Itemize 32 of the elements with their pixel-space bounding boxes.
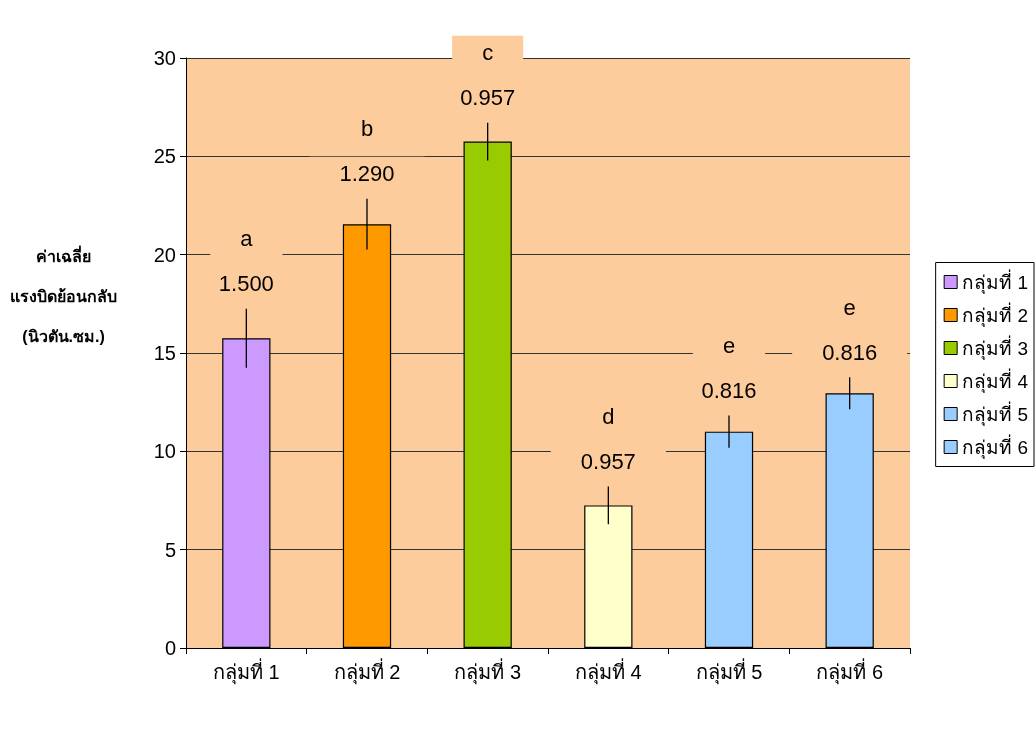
annotation: 0.957: [460, 85, 516, 111]
y-tick-label: 30: [153, 47, 176, 69]
x-tick-label: กลุ่มที่ 2: [333, 658, 401, 685]
legend-label: กลุ่มที่ 6: [962, 433, 1029, 460]
x-tick-label: กลุ่มที่ 4: [574, 658, 642, 685]
annotation: d: [602, 404, 615, 430]
y-tick-label: 5: [164, 538, 176, 561]
text: ค่าเฉลี่ย แรงบิดย้อนกลับ (นิวตัน.ซม.): [10, 247, 117, 345]
annotation: 0.816: [701, 378, 757, 404]
x-tick-label: กลุ่มที่ 6: [816, 658, 884, 685]
annotation: e: [722, 333, 736, 359]
annotation: b: [360, 116, 374, 142]
annotation: 0.957: [580, 449, 636, 475]
x-tick-label: กลุ่มที่ 1: [212, 658, 280, 685]
legend-label: กลุ่มที่ 4: [962, 367, 1029, 394]
y-tick-label: 20: [153, 243, 176, 266]
annotation: a: [240, 226, 254, 252]
x-tick-label: กลุ่มที่ 5: [695, 658, 763, 685]
y-tick-label: 10: [153, 440, 176, 463]
annotation: 1.290: [339, 161, 395, 187]
y-tick-label: 0: [164, 637, 176, 659]
legend-label: กลุ่มที่ 5: [962, 400, 1029, 427]
legend-label: กลุ่มที่ 2: [962, 301, 1029, 328]
annotation: e: [843, 294, 856, 320]
annotation: c: [482, 40, 494, 66]
annotation: 0.816: [822, 339, 878, 365]
x-tick-label: กลุ่มที่ 3: [454, 658, 522, 685]
y-tick-label: 25: [153, 145, 176, 168]
annotation: 1.500: [218, 271, 274, 297]
legend-label: กลุ่มที่ 1: [962, 268, 1029, 295]
y-tick-label: 15: [153, 342, 176, 364]
legend-label: กลุ่มที่ 3: [962, 334, 1029, 361]
